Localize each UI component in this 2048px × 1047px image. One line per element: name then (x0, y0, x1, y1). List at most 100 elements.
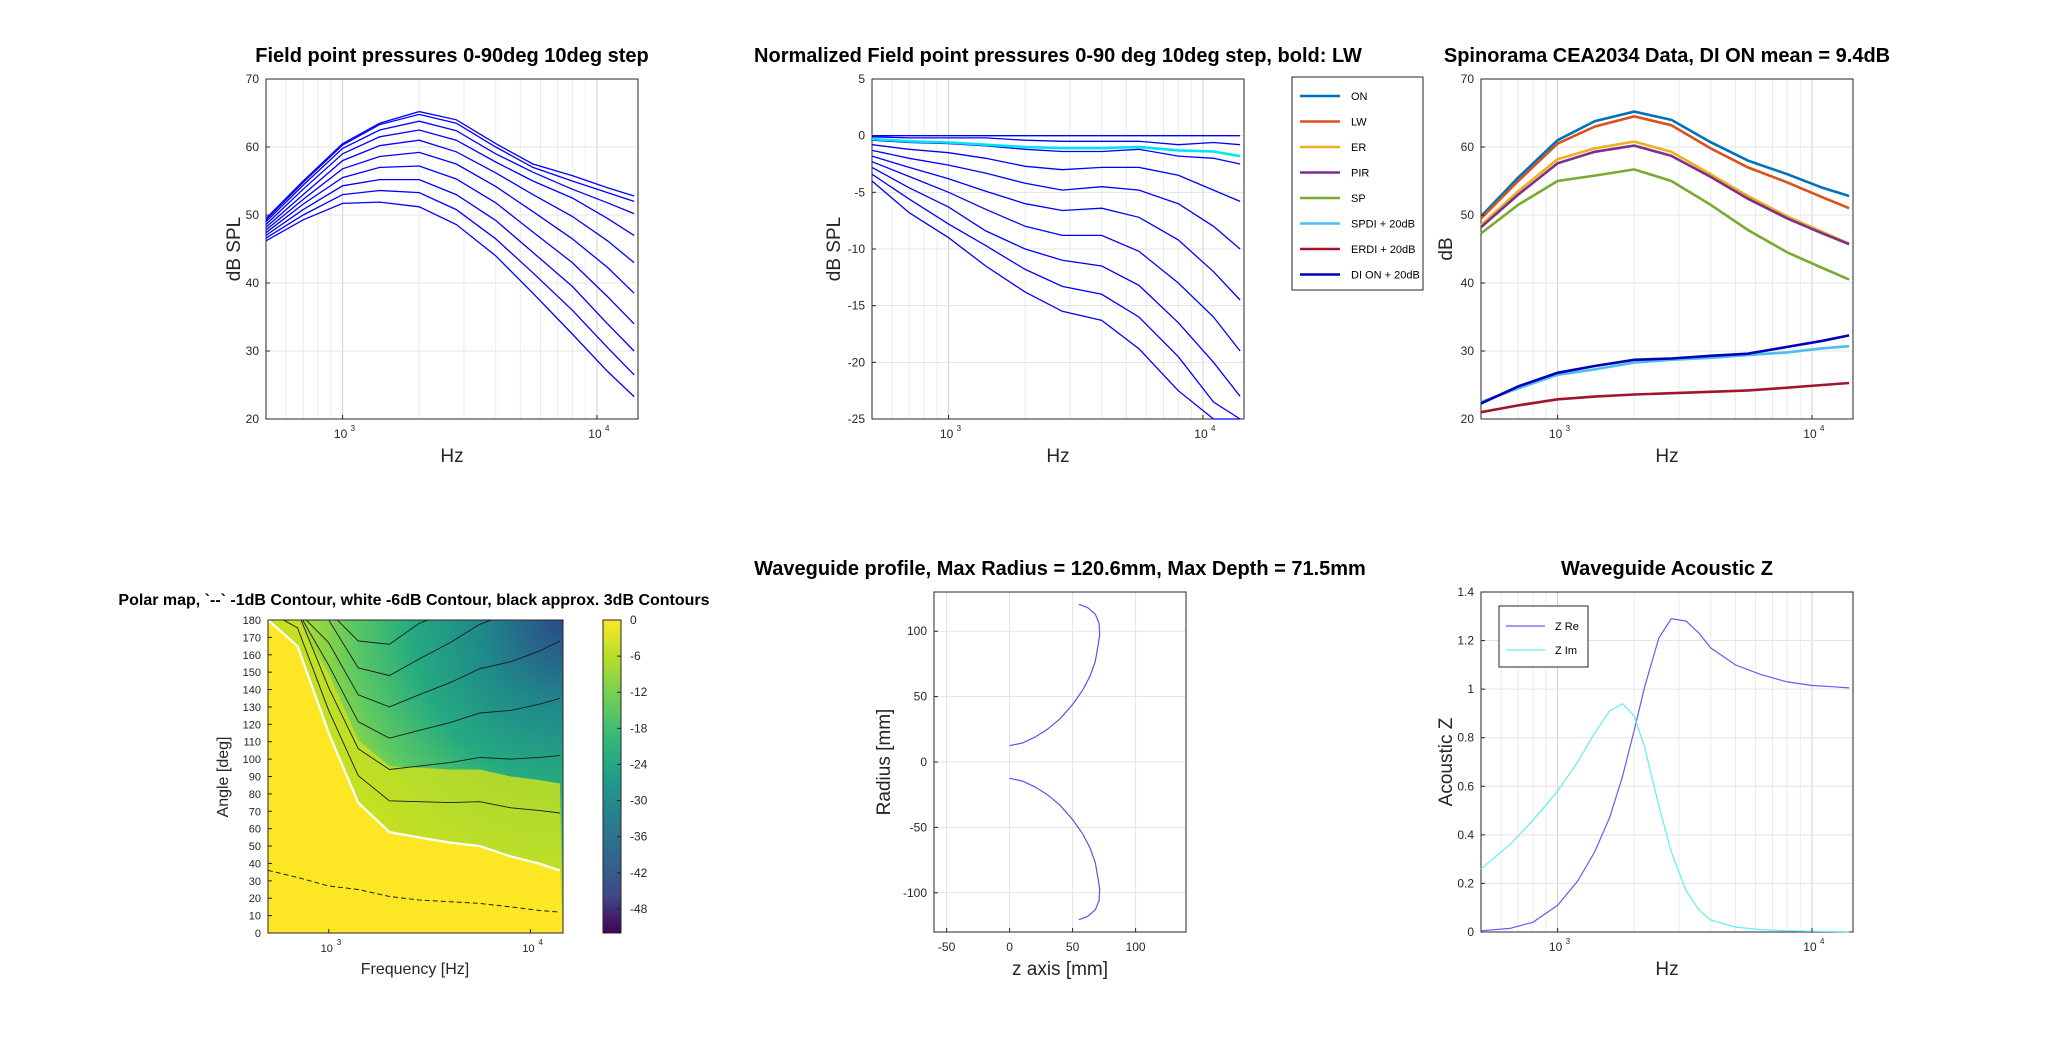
series-line (265, 120, 635, 223)
colorbar-tick-label: -48 (630, 902, 648, 916)
series-line (1480, 334, 1850, 405)
y-tick-label: 10 (249, 911, 261, 923)
legend-label: Z Re (1555, 621, 1579, 633)
series-line (871, 149, 1241, 250)
contour-3db-line (327, 620, 493, 677)
legend-box (1498, 605, 1589, 668)
y-tick-label: 40 (246, 276, 260, 290)
colorbar: 0 -6 -12 -18 -24 -30 -36 -42 -48 (602, 613, 648, 934)
y-ticks: 0 10 20 30 40 50 60 70 80 90 100 110 120 130 140 150 160… (243, 615, 272, 940)
y-tick-label: 70 (249, 806, 261, 818)
x-tick-exponent: 4 (538, 938, 543, 947)
contour-3db-line (282, 620, 560, 814)
y-tick-label: 140 (243, 685, 261, 697)
y-tick-label: 150 (243, 667, 261, 679)
colorbar-gradient (602, 619, 622, 934)
profile-upper-line (1009, 603, 1101, 747)
series-line (265, 178, 635, 352)
x-tick-exponent: 4 (605, 424, 610, 433)
y-tick-label: 0 (920, 755, 927, 769)
y-tick-label: 100 (243, 754, 261, 766)
series-line (265, 110, 635, 219)
contour-3db-line (302, 620, 561, 739)
legend-items: Z Re Z Im (1506, 621, 1579, 657)
series-line (871, 173, 1241, 420)
y-ticks: -100 -50 0 50 100 (903, 624, 938, 900)
grid (1480, 78, 1853, 420)
series-group (1009, 603, 1101, 921)
series-line (265, 129, 635, 236)
x-tick-label: 10 (1549, 940, 1563, 954)
colorbar-tick-label: 0 (630, 613, 637, 627)
series-line (265, 151, 635, 294)
series-line (1480, 140, 1850, 245)
x-tick-exponent: 3 (957, 424, 962, 433)
x-axis-label: Frequency [Hz] (361, 961, 469, 978)
y-axis-label: Radius [mm] (874, 709, 895, 816)
spinorama-chart: Spinorama CEA2034 Data, DI ON mean = 9.4… (1291, 45, 1890, 467)
series-line (871, 155, 1241, 301)
y-ticks: 20 30 40 50 60 70 (246, 72, 270, 426)
x-tick-label: -50 (938, 940, 956, 954)
lw-series-line (871, 137, 1241, 158)
x-tick-exponent: 4 (1211, 424, 1216, 433)
colorbar-tick-label: -18 (630, 721, 648, 735)
heatmap (268, 620, 563, 933)
colorbar-tick-label: -30 (630, 794, 648, 808)
series-line (1480, 115, 1850, 220)
series-line (871, 161, 1241, 352)
series-line (871, 166, 1241, 397)
x-tick-label: 10 (522, 943, 534, 955)
plot-area (1480, 78, 1854, 420)
legend-label: PIR (1351, 168, 1369, 180)
legend: Z Re Z Im (1498, 605, 1589, 668)
y-tick-label: -100 (903, 886, 927, 900)
series-group (871, 135, 1241, 420)
x-tick-exponent: 3 (1566, 937, 1571, 946)
legend-items: ON LW ER PIR SP SPDI + 20dB ERDI + 20dB DI ON +… (1300, 91, 1420, 282)
y-tick-label: 80 (249, 789, 261, 801)
chart-title: Waveguide profile, Max Radius = 120.6mm,… (754, 558, 1366, 580)
x-axis-label: z axis [mm] (1012, 959, 1108, 980)
y-tick-label: 50 (246, 208, 260, 222)
polar-map-chart: Polar map, `--` -1dB Contour, white -6dB… (118, 592, 709, 978)
y-tick-label: 20 (246, 412, 260, 426)
y-tick-label: 30 (249, 876, 261, 888)
x-tick-label: 10 (940, 427, 954, 441)
legend-box (1291, 76, 1424, 291)
y-tick-label: 30 (1461, 344, 1475, 358)
y-tick-label: 0 (255, 928, 261, 940)
series-line (265, 201, 635, 398)
legend-label: ON (1351, 91, 1368, 103)
x-tick-exponent: 4 (1820, 937, 1825, 946)
y-tick-label: 0 (1467, 925, 1474, 939)
contour-3db-line (300, 620, 560, 770)
x-axis-label: Hz (1046, 446, 1069, 467)
y-tick-label: 40 (1461, 276, 1475, 290)
contour-1db-line (268, 869, 560, 913)
series-line (1480, 110, 1850, 218)
x-tick-exponent: 3 (351, 424, 356, 433)
y-tick-label: 90 (249, 772, 261, 784)
x-tick-exponent: 4 (1820, 424, 1825, 433)
chart-title: Field point pressures 0-90deg 10deg step (255, 45, 648, 67)
y-tick-label: 0.8 (1457, 731, 1474, 745)
colorbar-tick-label: -24 (630, 757, 648, 771)
x-axis-label: Hz (1655, 959, 1678, 980)
series-line (265, 139, 635, 264)
y-tick-label: 50 (914, 690, 928, 704)
y-tick-label: 1.4 (1457, 585, 1474, 599)
colorbar-ticks: 0 -6 -12 -18 -24 -30 -36 -42 -48 (617, 613, 648, 916)
y-tick-label: -10 (848, 242, 866, 256)
series-line (1480, 702, 1850, 933)
chart-title: Spinorama CEA2034 Data, DI ON mean = 9.4… (1444, 45, 1890, 67)
chart-title: Polar map, `--` -1dB Contour, white -6dB… (118, 592, 709, 609)
series-line (1480, 144, 1850, 246)
x-tick-label: 10 (1803, 940, 1817, 954)
y-tick-label: -50 (910, 820, 928, 834)
contours (268, 620, 561, 913)
y-tick-label: 0.2 (1457, 876, 1474, 890)
